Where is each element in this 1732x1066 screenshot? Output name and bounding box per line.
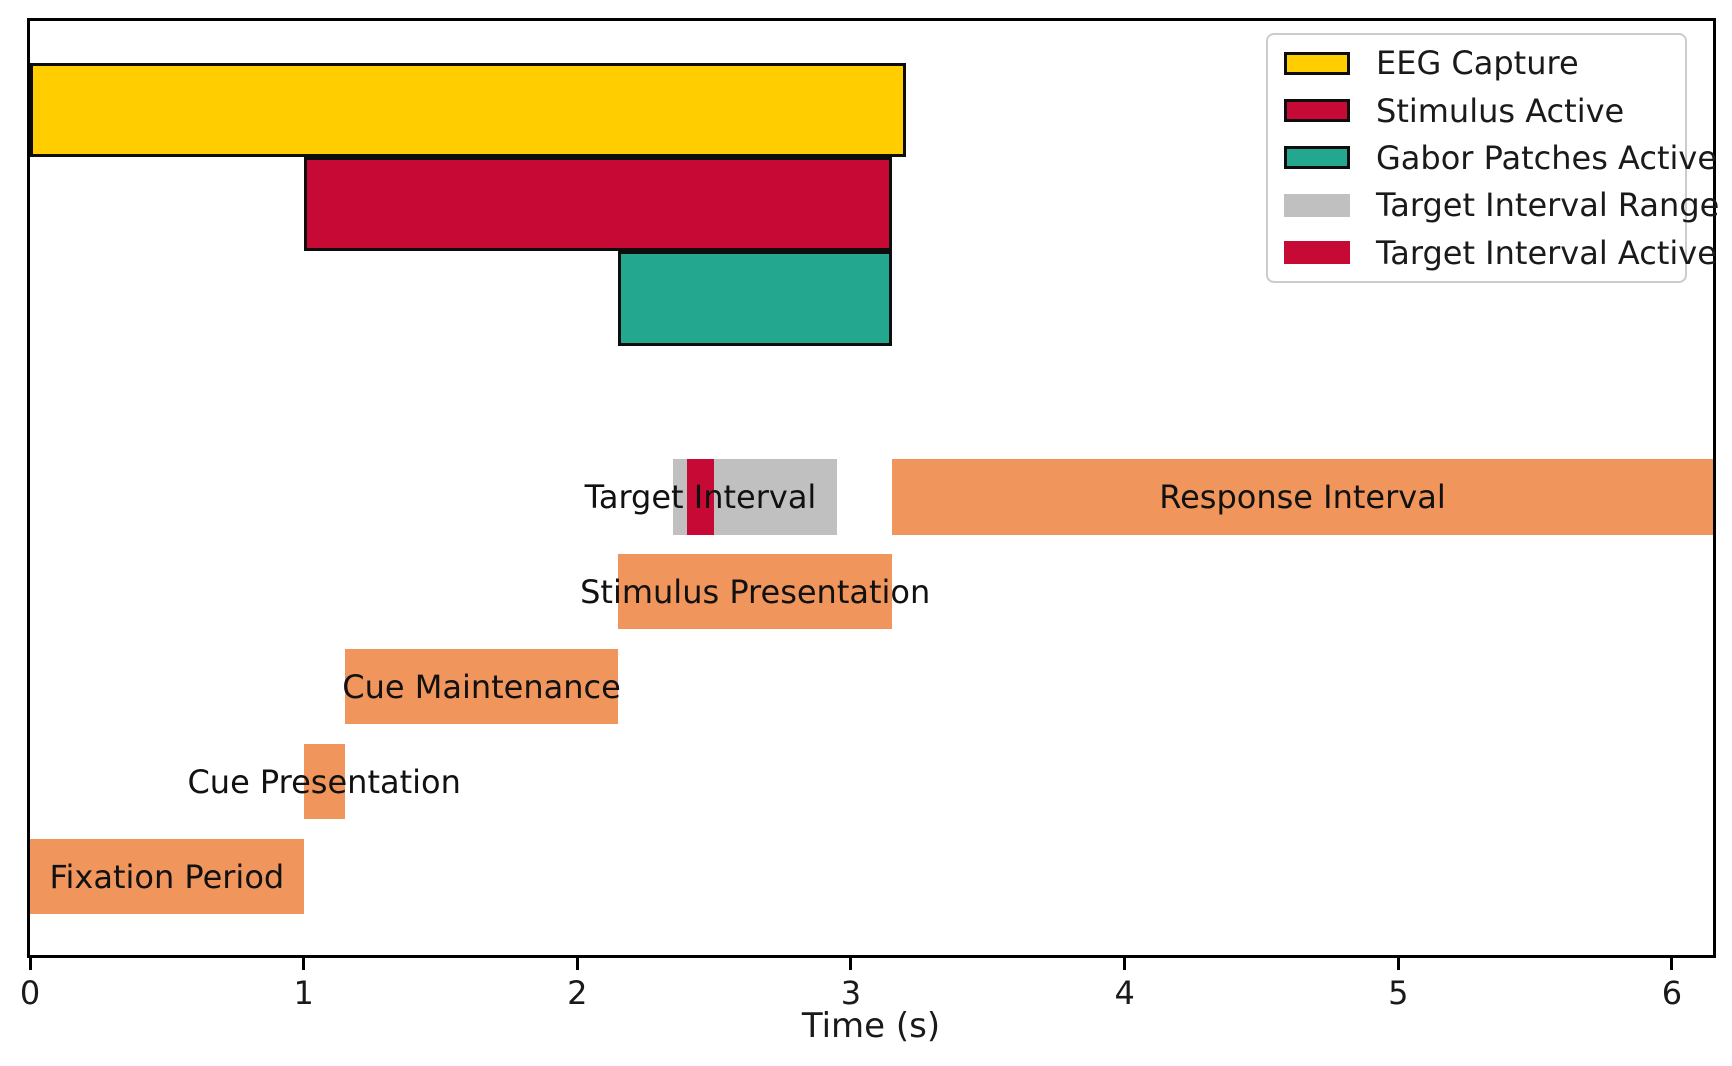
legend-swatch-icon	[1284, 241, 1350, 265]
legend-label: Target Interval Range	[1376, 186, 1720, 225]
legend-swatch-icon	[1284, 146, 1350, 170]
x-tick-label-3: 3	[840, 974, 862, 1012]
x-tick-mark-3	[849, 958, 853, 970]
bar-label-stimulus-presentation: Stimulus Presentation	[580, 572, 931, 611]
gantt-bar-response-interval	[892, 459, 1713, 535]
x-tick-label-0: 0	[19, 974, 41, 1012]
legend-item-gabor-patches-active: Gabor Patches Active	[1284, 139, 1717, 177]
legend-swatch-icon	[1284, 193, 1350, 217]
legend-item-target-interval-range: Target Interval Range	[1284, 186, 1719, 224]
x-tick-label-4: 4	[1114, 974, 1135, 1012]
legend-label: Target Interval Active	[1376, 233, 1717, 272]
gantt-bar-gabor-patches-active	[618, 251, 893, 346]
bar-label-target-interval-range: Target Interval	[584, 478, 817, 516]
x-tick-label-6: 6	[1661, 974, 1683, 1012]
gantt-bar-target-interval-active	[686, 459, 715, 535]
gantt-bar-cue-presentation	[303, 744, 345, 819]
gantt-bar-cue-maintenance	[344, 649, 619, 724]
legend-label: EEG Capture	[1376, 44, 1579, 83]
legend: EEG Capture Stimulus Active Gabor Patches …	[1266, 33, 1719, 283]
x-axis-ticks: 0 1 2 3 4 5 6	[20, 958, 1713, 1066]
gantt-bar-fixation-period	[30, 839, 304, 914]
x-tick-mark-4	[1123, 958, 1127, 970]
x-tick-mark-1	[302, 958, 306, 970]
gantt-bar-stimulus-active	[303, 157, 893, 251]
legend-swatch-icon	[1284, 51, 1350, 75]
legend-swatch-icon	[1284, 99, 1350, 123]
x-tick-mark-0	[28, 958, 32, 970]
bar-label-response-interval: Response Interval	[1159, 478, 1446, 516]
legend-item-target-interval-active: Target Interval Active	[1284, 234, 1717, 272]
bar-label-cue-maintenance: Cue Maintenance	[342, 667, 621, 706]
legend-item-eeg-capture: EEG Capture	[1284, 44, 1685, 82]
legend-item-stimulus-active: Stimulus Active	[1284, 92, 1685, 130]
bars-layer	[30, 21, 1713, 955]
bar-label-fixation-period: Fixation Period	[49, 857, 285, 896]
x-tick-mark-6	[1670, 958, 1674, 970]
bar-label-cue-presentation: Cue Presentation	[187, 762, 461, 801]
gantt-bar-stimulus-presentation	[618, 554, 893, 629]
legend-label: Stimulus Active	[1376, 91, 1625, 130]
bar-labels-layer: Target Interval Response Interval Stimulus…	[30, 21, 1713, 955]
legend-label: Gabor Patches Active	[1376, 138, 1718, 177]
x-tick-mark-5	[1396, 958, 1400, 970]
x-tick-label-1: 1	[293, 974, 314, 1012]
x-axis-label: Time (s)	[801, 1006, 941, 1046]
x-tick-label-5: 5	[1388, 974, 1409, 1012]
gantt-bar-eeg-capture	[30, 63, 906, 157]
x-tick-mark-2	[575, 958, 579, 970]
x-tick-label-2: 2	[567, 974, 588, 1012]
